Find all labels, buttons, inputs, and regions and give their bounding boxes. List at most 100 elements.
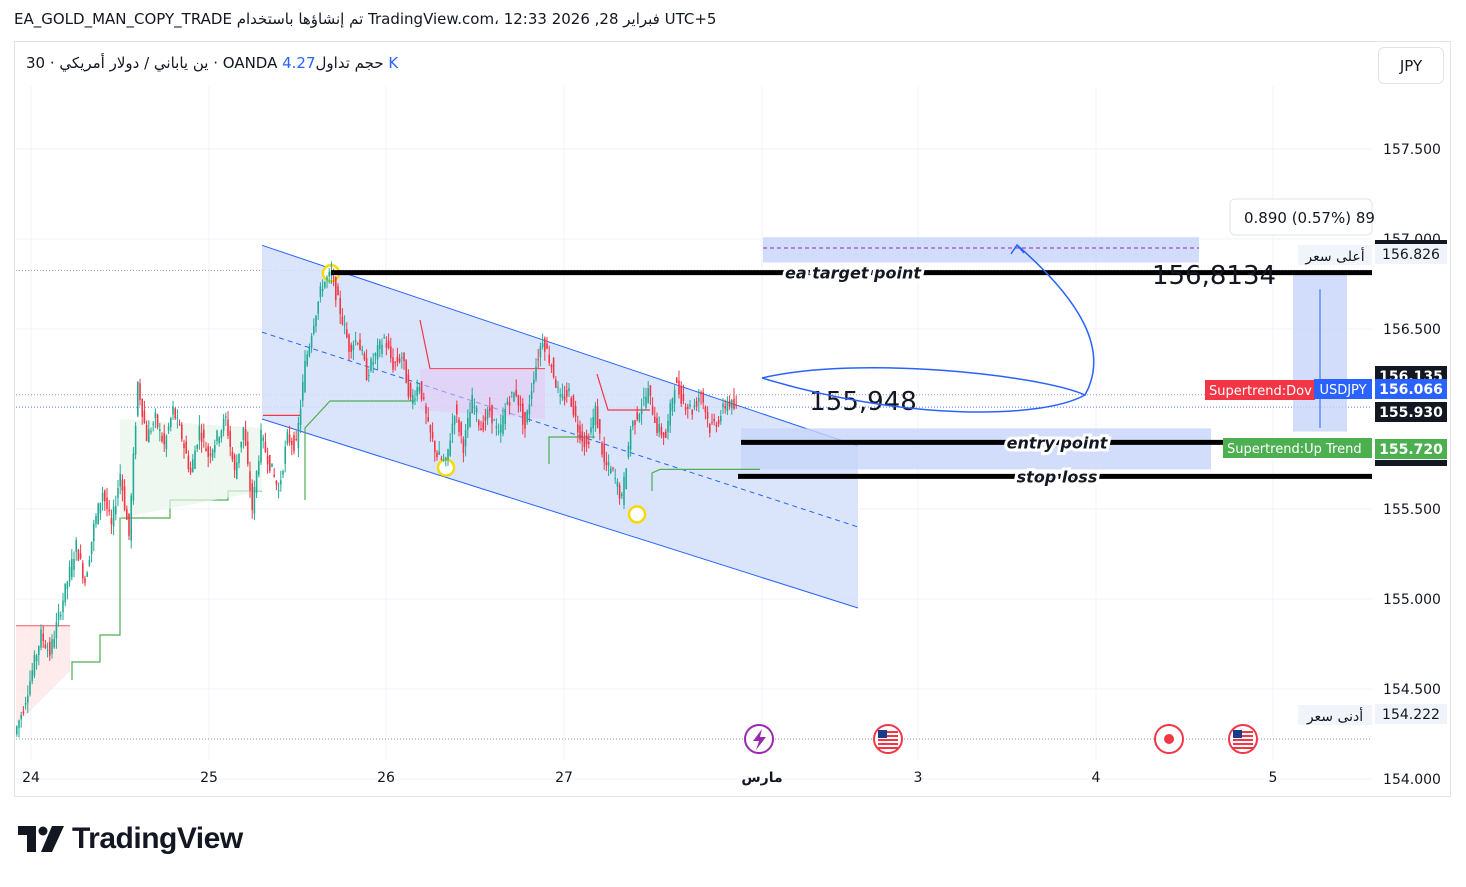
candle bbox=[104, 489, 106, 511]
candle bbox=[229, 425, 231, 457]
tradingview-logo[interactable]: TradingView bbox=[18, 822, 243, 856]
candle-body bbox=[491, 404, 493, 424]
candle bbox=[431, 422, 434, 443]
low-label-bg bbox=[1298, 705, 1372, 725]
swing-point-marker bbox=[627, 505, 647, 524]
candle bbox=[497, 423, 500, 436]
candle-body bbox=[282, 470, 284, 475]
candle bbox=[97, 502, 99, 525]
candle-body bbox=[16, 726, 18, 735]
candle bbox=[308, 343, 311, 358]
candle bbox=[16, 725, 18, 737]
candle-body bbox=[566, 390, 568, 397]
candle-body bbox=[473, 406, 476, 409]
candle bbox=[117, 479, 119, 507]
candle-body bbox=[662, 432, 665, 438]
candle-body bbox=[568, 388, 570, 392]
candle bbox=[660, 423, 663, 439]
candle bbox=[95, 513, 97, 528]
candle bbox=[456, 400, 458, 423]
candle-body bbox=[673, 389, 676, 404]
candle bbox=[233, 453, 236, 479]
candles bbox=[16, 261, 737, 738]
currency-button[interactable]: JPY bbox=[1378, 47, 1444, 84]
candle bbox=[282, 469, 284, 479]
candle bbox=[568, 383, 570, 397]
high-label-bg bbox=[1298, 245, 1372, 265]
candle bbox=[583, 432, 586, 456]
candle-body bbox=[194, 450, 196, 469]
candle-body bbox=[82, 563, 84, 579]
candle-body bbox=[229, 430, 231, 447]
candle bbox=[678, 370, 680, 399]
candle bbox=[700, 390, 702, 405]
candle-body bbox=[46, 649, 49, 651]
candle-body bbox=[176, 417, 179, 419]
candle bbox=[27, 685, 29, 714]
candle bbox=[31, 663, 33, 685]
axis-price-label-bg bbox=[1375, 402, 1447, 422]
y-axis: 157.500157.000156.500155.500155.000154.5… bbox=[1375, 142, 1447, 788]
axis-price-label-bg bbox=[1375, 244, 1447, 264]
candle-body bbox=[225, 416, 227, 418]
candle bbox=[240, 441, 242, 453]
record-event-dot bbox=[1164, 734, 1174, 744]
axis-price-label: 155.930 bbox=[1379, 405, 1443, 421]
candle bbox=[46, 642, 49, 658]
candle bbox=[253, 480, 256, 521]
candle-body bbox=[649, 385, 652, 396]
candle bbox=[273, 468, 275, 478]
candle-body bbox=[319, 286, 322, 298]
candle bbox=[172, 400, 174, 420]
candle-body bbox=[401, 357, 403, 359]
candle-body bbox=[280, 480, 282, 485]
candle bbox=[544, 336, 546, 361]
candle bbox=[605, 451, 608, 472]
candle-body bbox=[515, 389, 517, 396]
candle-body bbox=[722, 403, 724, 408]
candle-body bbox=[231, 451, 234, 460]
candle-body bbox=[526, 410, 528, 423]
candle bbox=[93, 519, 95, 552]
y-tick-label: 155.000 bbox=[1383, 592, 1441, 608]
candle-body bbox=[552, 358, 555, 378]
candle bbox=[530, 382, 533, 407]
candle-body bbox=[427, 417, 429, 422]
candle bbox=[183, 439, 185, 459]
candle-body bbox=[64, 583, 66, 603]
candle bbox=[372, 353, 374, 374]
candle-body bbox=[86, 572, 88, 577]
candle bbox=[159, 422, 161, 442]
descending-channel bbox=[261, 244, 859, 609]
candle-body bbox=[658, 424, 660, 433]
candle-body bbox=[110, 518, 113, 525]
candle-body bbox=[143, 410, 146, 423]
candle-body bbox=[117, 488, 119, 498]
candle-body bbox=[570, 398, 572, 407]
candle-body bbox=[156, 414, 159, 428]
candle bbox=[676, 376, 678, 384]
candle bbox=[695, 397, 698, 412]
channel-mid-line bbox=[261, 331, 859, 528]
candle-body bbox=[211, 449, 214, 458]
lightning-event-icon bbox=[744, 724, 774, 754]
candle bbox=[137, 381, 139, 418]
candle-body bbox=[22, 711, 25, 714]
candle bbox=[189, 461, 192, 476]
candle bbox=[293, 431, 295, 455]
candle bbox=[665, 428, 667, 439]
candle-body bbox=[370, 358, 372, 371]
candle-body bbox=[242, 427, 245, 441]
candle bbox=[654, 406, 656, 423]
candle-body bbox=[352, 345, 355, 351]
candle bbox=[211, 448, 214, 462]
candle bbox=[423, 392, 425, 401]
projection-curve bbox=[761, 377, 1086, 413]
candle-body bbox=[343, 324, 346, 326]
x-tick-label: 3 bbox=[914, 770, 923, 786]
candle-body bbox=[654, 416, 656, 423]
candle bbox=[451, 413, 454, 444]
candle-body bbox=[695, 401, 698, 407]
candle-body bbox=[715, 424, 718, 427]
